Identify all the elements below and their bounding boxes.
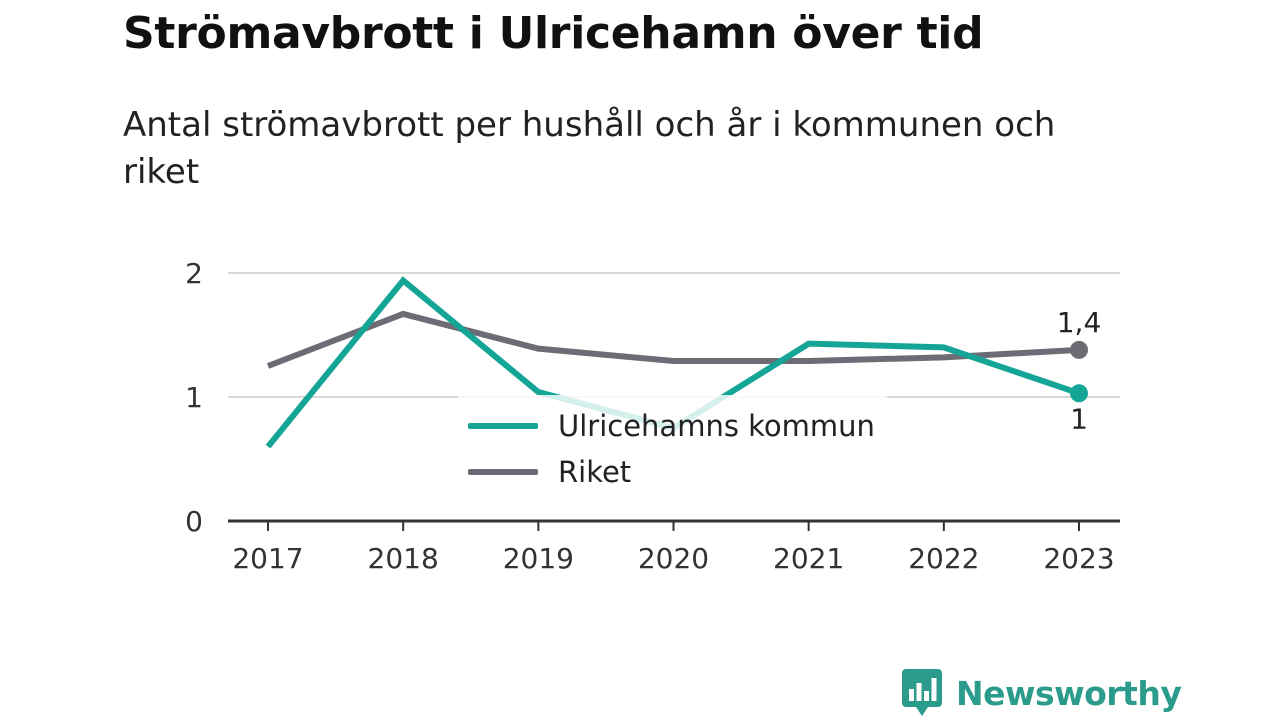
x-tick-label-2017: 2017 xyxy=(232,542,303,575)
chart-title: Strömavbrott i Ulricehamn över tid xyxy=(123,8,984,59)
end-label-ulricehamn: 1 xyxy=(1070,402,1088,435)
legend-label-ulricehamn: Ulricehamns kommun xyxy=(558,409,875,443)
x-tick-label-2018: 2018 xyxy=(368,542,439,575)
x-tick-label-2022: 2022 xyxy=(908,542,979,575)
legend-label-riket: Riket xyxy=(558,455,632,489)
chart-subtitle: Antal strömavbrott per hushåll och år i … xyxy=(123,105,1056,192)
y-tick-label-1: 1 xyxy=(185,381,203,414)
end-labels: 1,41 xyxy=(1057,306,1102,435)
legend: Ulricehamns kommun Riket xyxy=(458,395,887,501)
legend-swatch-riket xyxy=(468,469,538,475)
brand-logo: Newsworthy xyxy=(902,669,1182,717)
series-line-riket xyxy=(266,310,1080,369)
brand-name: Newsworthy xyxy=(956,673,1182,713)
legend-item-ulricehamn: Ulricehamns kommun xyxy=(468,403,875,449)
x-axis-ticks: 2017 2018 2019 2020 2021 2022 2023 xyxy=(232,521,1115,575)
end-label-riket: 1,4 xyxy=(1057,306,1102,339)
x-tick-label-2020: 2020 xyxy=(638,542,709,575)
data-point-riket-2023 xyxy=(1070,340,1088,359)
y-tick-label-0: 0 xyxy=(185,505,203,538)
y-tick-label-2: 2 xyxy=(185,257,203,290)
y-axis-ticks: 0 1 2 xyxy=(185,257,203,538)
x-tick-label-2023: 2023 xyxy=(1043,542,1114,575)
legend-item-riket: Riket xyxy=(468,449,875,495)
legend-swatch-ulricehamn xyxy=(468,423,538,429)
newsworthy-logo-icon xyxy=(902,669,942,716)
x-tick-label-2019: 2019 xyxy=(503,542,574,575)
x-tick-label-2021: 2021 xyxy=(773,542,844,575)
data-point-ulricehamn-2023 xyxy=(1070,384,1088,403)
